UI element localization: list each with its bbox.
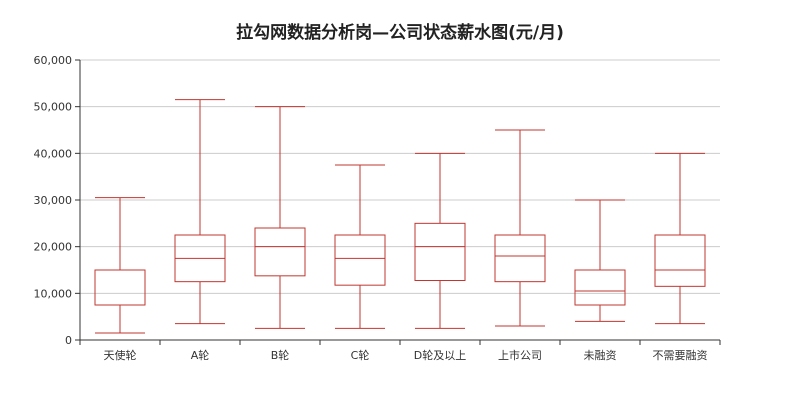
y-tick-label: 60,000 [34, 54, 73, 67]
y-tick-label: 10,000 [34, 287, 73, 300]
iqr-box [414, 222, 466, 281]
x-tick-label: B轮 [271, 348, 290, 362]
y-tick-label: 40,000 [34, 147, 73, 160]
y-tick-label: 0 [65, 334, 72, 347]
chart-title: 拉勾网数据分析岗—公司状态薪水图(元/月) [236, 23, 564, 43]
box-3 [254, 106, 306, 329]
x-tick-label: C轮 [351, 348, 370, 362]
y-tick-label: 20,000 [34, 241, 73, 254]
y-tick-label: 30,000 [34, 194, 73, 207]
box-7 [574, 199, 626, 322]
iqr-box [654, 234, 706, 287]
iqr-box [334, 234, 386, 286]
iqr-box [94, 269, 146, 306]
iqr-box [494, 234, 546, 283]
x-tick-label: 上市公司 [498, 348, 542, 362]
x-tick-label: A轮 [191, 348, 210, 362]
x-tick-label: 天使轮 [104, 348, 137, 362]
iqr-box [254, 227, 306, 277]
y-tick-label: 50,000 [34, 101, 73, 114]
x-tick-label: 未融资 [584, 349, 617, 362]
box-4 [334, 164, 386, 329]
box-6 [494, 129, 546, 327]
box-2 [174, 99, 226, 325]
box-1 [94, 197, 146, 334]
x-tick-label: D轮及以上 [414, 348, 466, 362]
iqr-box [574, 269, 626, 306]
box-5 [414, 152, 466, 329]
x-tick-label: 不需要融资 [653, 349, 708, 362]
box-8 [654, 152, 706, 325]
